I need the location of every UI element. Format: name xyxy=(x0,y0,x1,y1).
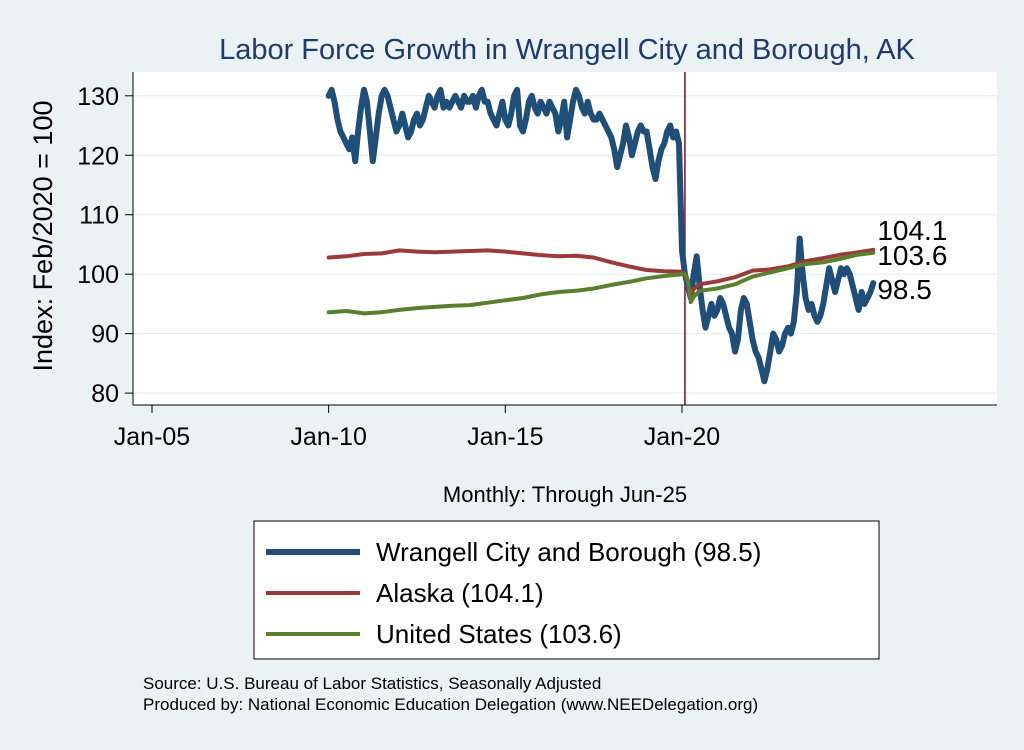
legend-label: Alaska (104.1) xyxy=(376,578,544,608)
y-tick-label: 120 xyxy=(77,142,119,170)
chart-title: Labor Force Growth in Wrangell City and … xyxy=(219,34,915,66)
series-lines xyxy=(325,86,877,385)
series-line xyxy=(326,247,876,297)
y-axis-label: Index: Feb/2020 = 100 xyxy=(28,101,58,372)
y-tick-label: 100 xyxy=(77,261,119,289)
legend: Wrangell City and Borough (98.5) Alaska (… xyxy=(266,537,761,649)
x-tick-label: Jan-05 xyxy=(114,423,190,451)
legend-label: Wrangell City and Borough (98.5) xyxy=(376,537,761,567)
y-tick-label: 110 xyxy=(79,202,119,230)
y-axis-ticks: 80 90 100 110 120 130 xyxy=(77,72,134,408)
x-tick-label: Jan-20 xyxy=(644,423,720,451)
series-end-label: 98.5 xyxy=(877,274,932,305)
series-line xyxy=(326,250,876,316)
x-axis-label: Monthly: Through Jun-25 xyxy=(443,482,687,507)
legend-label: United States (103.6) xyxy=(376,619,622,649)
produced-by-note: Produced by: National Economic Education… xyxy=(143,695,758,714)
y-tick-label: 130 xyxy=(77,83,119,111)
source-note: Source: U.S. Bureau of Labor Statistics,… xyxy=(143,674,601,693)
gridlines xyxy=(133,95,997,394)
x-tick-label: Jan-15 xyxy=(467,423,543,451)
series-end-label: 104.1 xyxy=(877,215,947,246)
x-tick-label: Jan-10 xyxy=(290,423,366,451)
x-axis-ticks: Jan-05 Jan-10 Jan-15 Jan-20 xyxy=(114,405,720,451)
y-tick-label: 80 xyxy=(91,380,119,408)
series-end-label: 103.6 xyxy=(877,240,947,271)
series-line xyxy=(325,86,877,385)
y-tick-label: 90 xyxy=(91,321,119,349)
